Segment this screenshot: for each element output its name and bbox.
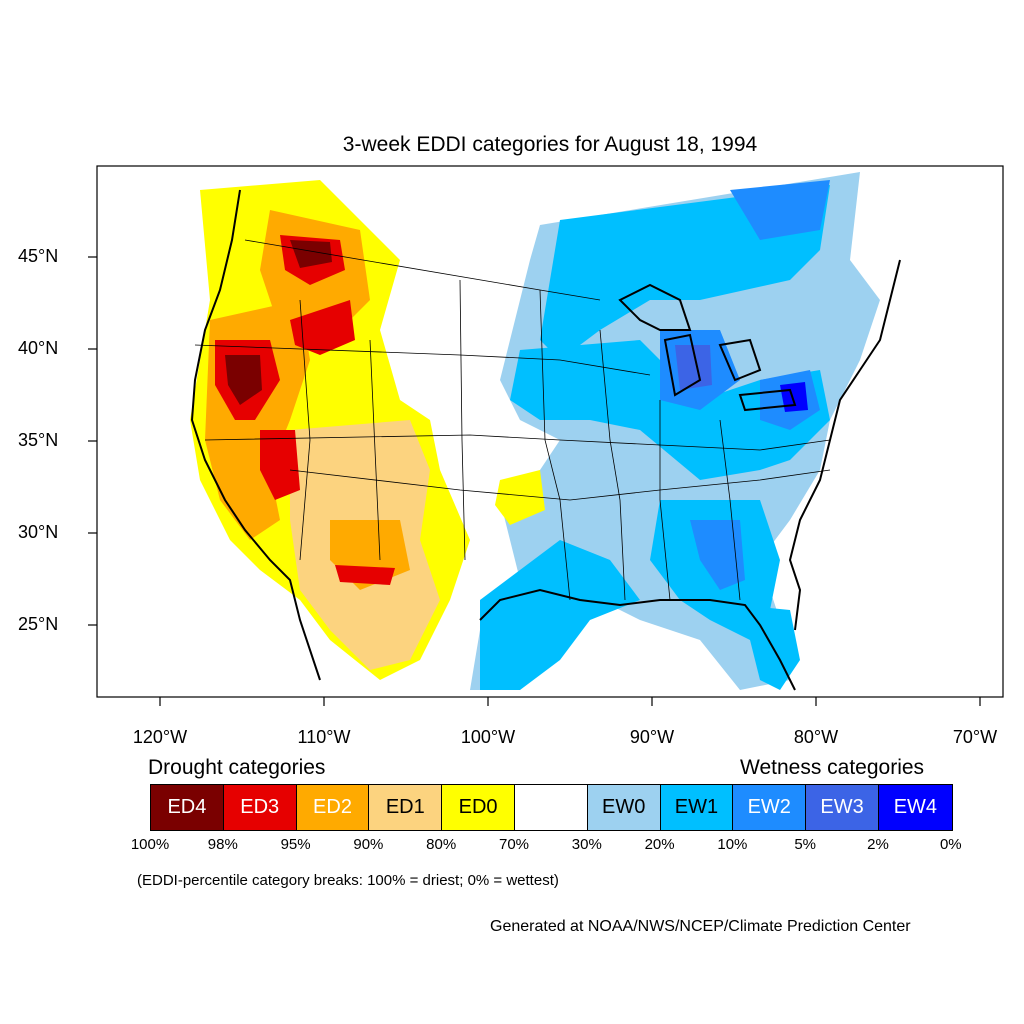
legend-swatch-ed2: ED2: [296, 785, 370, 830]
ew1-region-texas: [480, 540, 640, 690]
legend-swatch-ew4: EW4: [878, 785, 952, 830]
lat-label-25: 25°N: [18, 614, 59, 634]
break-label: 2%: [867, 836, 889, 853]
credit-line: Generated at NOAA/NWS/NCEP/Climate Predi…: [490, 918, 911, 935]
category-note: (EDDI-percentile category breaks: 100% =…: [137, 872, 559, 889]
lon-label-80: 80°W: [793, 727, 839, 747]
drought-categories-heading: Drought categories: [148, 756, 326, 779]
lon-label-120: 120°W: [132, 727, 188, 747]
break-label: 95%: [280, 836, 311, 853]
ed4-region-idaho: [290, 240, 332, 268]
legend-swatch-ed4: ED4: [151, 785, 224, 830]
lon-label-100: 100°W: [460, 727, 516, 747]
break-label: 80%: [426, 836, 457, 853]
lon-label-90: 90°W: [629, 727, 675, 747]
category-legend-bar: ED4 ED3 ED2 ED1 ED0 EW0 EW1 EW2 EW3 EW4: [150, 784, 953, 831]
ew3-region: [675, 345, 712, 390]
ew1-region-midwest: [510, 340, 830, 480]
map-title: 3-week EDDI categories for August 18, 19…: [342, 133, 758, 156]
legend-swatch-ed0: ED0: [442, 785, 515, 830]
lon-label-110: 110°W: [297, 727, 351, 747]
wetness-categories-heading: Wetness categories: [740, 756, 925, 779]
lon-label-70: 70°W: [952, 727, 998, 747]
west-coast: [190, 189, 321, 681]
legend-swatch-ew0: EW0: [587, 785, 661, 830]
break-label: 70%: [498, 836, 530, 853]
break-label: 20%: [644, 836, 675, 853]
break-label: 98%: [207, 836, 238, 853]
state-borders: [194, 239, 831, 601]
lat-label-35: 35°N: [18, 430, 59, 450]
lat-label-40: 40°N: [18, 338, 59, 358]
lake-erie: [738, 388, 797, 412]
legend-swatch-normal: [514, 785, 588, 830]
break-label: 10%: [717, 836, 748, 853]
break-label: 0%: [939, 836, 962, 853]
lat-label-45: 45°N: [18, 246, 59, 266]
break-label: 30%: [571, 836, 602, 853]
ed4-region-nevada: [225, 355, 262, 405]
ed3-region-newmexico: [335, 565, 395, 585]
gulf-coast: [479, 588, 796, 691]
legend-swatch-ew3: EW3: [806, 785, 879, 830]
lake-huron: [718, 338, 762, 382]
ed0-region-oklahoma: [495, 470, 545, 525]
ew4-region: [780, 382, 808, 412]
ed3-region-arizona: [260, 430, 300, 500]
map-field: [190, 172, 880, 690]
legend-swatch-ed3: ED3: [223, 785, 297, 830]
ed3-region-utah: [290, 300, 355, 355]
legend-swatch-ew2: EW2: [733, 785, 807, 830]
break-label: 100%: [130, 836, 170, 853]
ew2-region-ontario: [730, 180, 830, 240]
break-label: 90%: [353, 836, 384, 853]
ew2-region-georgia: [690, 520, 745, 590]
lake-superior: [618, 283, 692, 331]
legend-swatch-ew1: EW1: [660, 785, 734, 830]
lat-label-30: 30°N: [18, 522, 59, 542]
axis-ticks: [88, 256, 981, 706]
break-label: 5%: [794, 836, 817, 853]
lake-michigan: [663, 333, 702, 397]
legend-swatch-ed1: ED1: [369, 785, 443, 830]
